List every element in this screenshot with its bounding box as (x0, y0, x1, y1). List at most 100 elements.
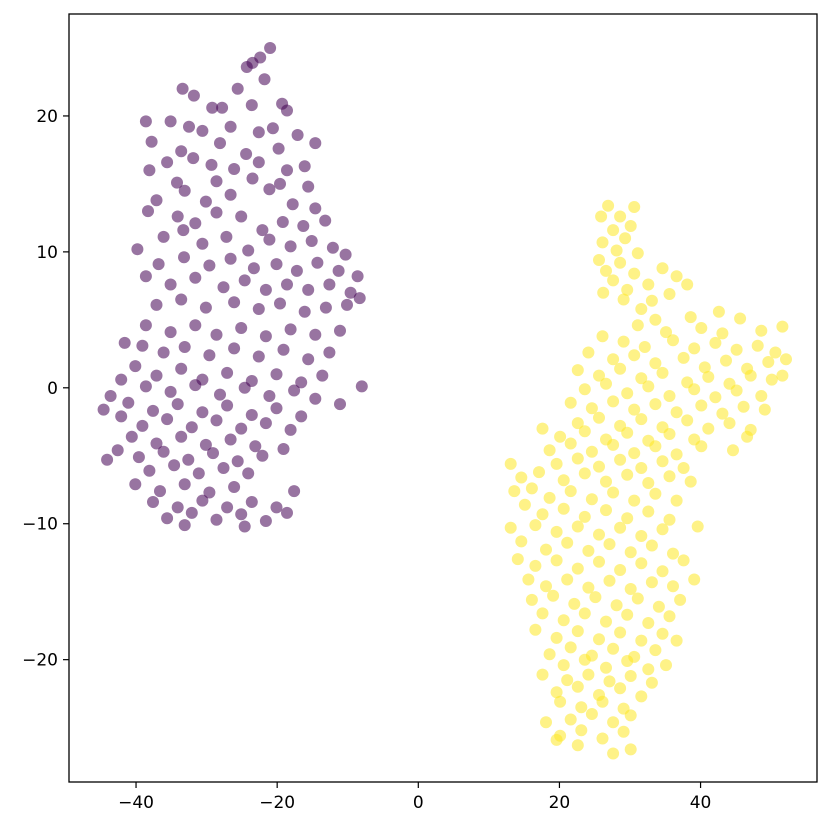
data-point-cluster-2 (557, 502, 570, 515)
data-point-cluster-1 (274, 177, 286, 190)
data-point-cluster-2 (645, 294, 658, 307)
data-point-cluster-2 (561, 536, 574, 549)
data-point-cluster-2 (550, 554, 563, 567)
x-axis: −40 −20 0 20 40 (118, 782, 711, 813)
data-point-cluster-2 (688, 573, 701, 586)
data-point-cluster-1 (245, 409, 258, 421)
data-point-cluster-1 (139, 270, 152, 283)
data-point-cluster-1 (259, 515, 272, 527)
y-tick-label: 10 (36, 243, 58, 263)
data-point-cluster-2 (624, 670, 637, 682)
data-point-cluster-1 (196, 406, 209, 419)
data-point-cluster-2 (582, 668, 595, 681)
data-point-cluster-2 (582, 544, 595, 557)
data-point-cluster-2 (677, 351, 690, 364)
data-point-cluster-2 (525, 482, 538, 495)
data-point-cluster-2 (652, 600, 665, 613)
data-point-cluster-1 (323, 278, 336, 291)
data-point-cluster-2 (540, 580, 552, 593)
data-point-cluster-2 (628, 267, 641, 280)
data-point-cluster-2 (607, 747, 620, 760)
data-point-cluster-2 (642, 477, 655, 489)
data-point-cluster-1 (302, 180, 315, 193)
data-point-cluster-2 (762, 356, 775, 368)
data-point-cluster-2 (596, 695, 609, 708)
data-point-cluster-1 (281, 506, 293, 519)
data-point-cluster-2 (602, 199, 615, 212)
data-point-cluster-2 (533, 466, 545, 479)
data-point-cluster-2 (649, 398, 662, 411)
data-point-cluster-1 (224, 120, 237, 133)
data-point-cluster-2 (610, 244, 623, 257)
data-point-cluster-1 (143, 164, 156, 177)
data-point-cluster-2 (649, 440, 662, 453)
data-point-cluster-1 (187, 152, 200, 165)
data-point-cluster-2 (631, 319, 644, 332)
data-point-cluster-1 (332, 264, 345, 277)
data-point-cluster-2 (667, 334, 679, 347)
data-point-cluster-2 (656, 262, 669, 275)
data-point-cluster-1 (178, 251, 190, 264)
data-point-cluster-2 (547, 589, 560, 602)
data-point-cluster-1 (161, 156, 174, 169)
data-point-cluster-2 (614, 362, 627, 375)
data-point-cluster-2 (607, 642, 620, 655)
data-point-cluster-1 (309, 328, 322, 341)
data-point-cluster-1 (221, 366, 234, 379)
data-point-cluster-2 (642, 617, 655, 629)
data-point-cluster-1 (210, 175, 223, 188)
data-point-cluster-2 (540, 716, 552, 729)
data-point-cluster-1 (302, 283, 315, 296)
data-point-cluster-1 (291, 129, 304, 141)
data-point-cluster-2 (600, 264, 612, 277)
data-point-cluster-1 (277, 343, 290, 356)
data-point-cluster-2 (691, 520, 704, 533)
data-point-cluster-1 (270, 501, 283, 514)
data-point-cluster-1 (210, 206, 223, 219)
data-point-cluster-2 (600, 475, 612, 488)
data-point-cluster-1 (196, 237, 209, 250)
data-point-cluster-2 (695, 399, 708, 412)
data-point-cluster-2 (663, 288, 676, 300)
data-point-cluster-1 (228, 481, 241, 493)
data-point-cluster-2 (600, 661, 612, 674)
data-point-cluster-2 (550, 631, 563, 644)
data-point-cluster-1 (161, 512, 174, 525)
data-point-cluster-1 (281, 278, 293, 291)
data-point-cluster-1 (182, 453, 195, 466)
data-point-cluster-2 (670, 270, 683, 283)
y-tick-label: 0 (47, 379, 58, 399)
data-point-cluster-2 (607, 395, 620, 408)
data-point-cluster-2 (536, 508, 549, 521)
data-point-cluster-1 (129, 360, 142, 373)
data-point-cluster-2 (607, 224, 620, 237)
data-point-cluster-1 (157, 230, 170, 243)
data-point-cluster-2 (575, 701, 588, 714)
data-point-cluster-2 (571, 452, 584, 465)
data-point-cluster-2 (585, 445, 598, 458)
data-point-cluster-2 (656, 366, 669, 379)
data-point-cluster-1 (150, 437, 163, 450)
data-point-cluster-1 (238, 381, 251, 394)
data-point-cluster-1 (252, 156, 265, 169)
x-tick-label: 40 (690, 793, 712, 813)
data-point-cluster-1 (252, 126, 265, 139)
data-point-cluster-1 (284, 240, 297, 253)
y-tick-label: −10 (22, 515, 58, 535)
data-point-cluster-2 (561, 674, 574, 687)
data-point-cluster-2 (621, 387, 634, 400)
data-point-cluster-2 (645, 539, 658, 552)
data-point-cluster-1 (311, 256, 324, 269)
data-point-cluster-2 (621, 512, 634, 525)
data-point-cluster-1 (196, 494, 209, 507)
data-point-cluster-2 (564, 437, 577, 450)
data-point-cluster-1 (199, 195, 212, 208)
data-point-cluster-1 (258, 73, 271, 86)
data-point-cluster-1 (203, 259, 216, 272)
data-point-cluster-1 (185, 421, 198, 434)
data-point-cluster-1 (224, 433, 237, 446)
data-point-cluster-1 (196, 124, 209, 137)
data-point-cluster-2 (564, 485, 577, 498)
data-point-cluster-2 (663, 428, 676, 440)
